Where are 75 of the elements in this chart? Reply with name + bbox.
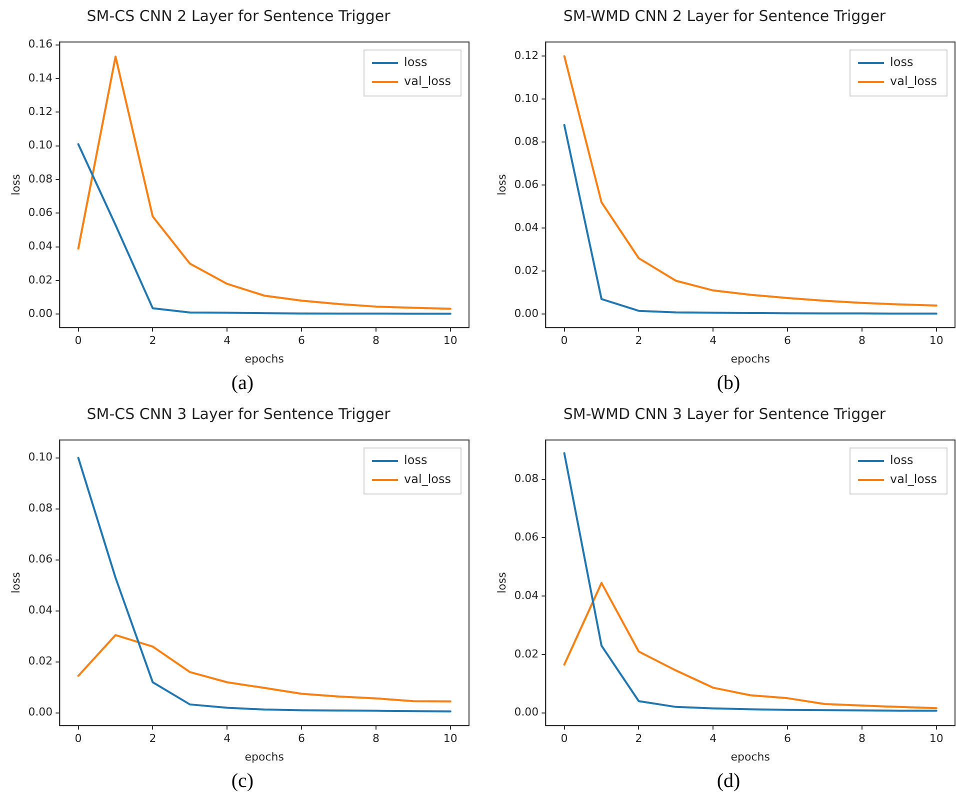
- y-axis-title: loss: [9, 572, 22, 594]
- y-tick-label: 0.04: [28, 240, 53, 253]
- chart-title: SM-WMD CNN 3 Layer for Sentence Trigger: [563, 404, 886, 423]
- y-tick-label: 0.10: [28, 138, 53, 152]
- x-tick-label: 4: [710, 334, 717, 348]
- y-tick-label: 0.04: [514, 588, 539, 602]
- y-tick-label: 0.00: [514, 306, 539, 320]
- x-tick-label: 10: [929, 334, 944, 348]
- text: (b): [716, 371, 742, 396]
- legend-label: loss: [404, 453, 428, 468]
- chart-title: SM-WMD CNN 2 Layer for Sentence Trigger: [563, 6, 886, 25]
- y-tick-label: 0.10: [514, 92, 539, 106]
- y-tick-label: 0.02: [28, 654, 53, 668]
- x-tick-label: 0: [560, 732, 568, 746]
- chart-title: SM-CS CNN 2 Layer for Sentence Trigger: [86, 6, 392, 25]
- legend-label: loss: [890, 55, 914, 70]
- legend-label: val_loss: [404, 74, 451, 88]
- x-tick-label: 6: [784, 334, 792, 348]
- x-tick-label: 2: [635, 732, 642, 746]
- y-tick-label: 0.12: [28, 105, 53, 118]
- legend-label: val_loss: [890, 74, 937, 88]
- x-tick-label: 0: [560, 334, 568, 348]
- x-tick-label: 8: [858, 732, 866, 746]
- x-axis-title: epochs: [244, 352, 284, 366]
- y-tick-label: 0.06: [514, 178, 539, 191]
- x-tick-label: 6: [298, 732, 306, 746]
- y-tick-label: 0.02: [514, 647, 539, 660]
- y-tick-label: 0.08: [28, 502, 53, 515]
- y-tick-label: 0.10: [28, 450, 53, 464]
- y-axis-title: loss: [9, 174, 22, 196]
- x-tick-label: 8: [372, 732, 380, 746]
- x-tick-label: 10: [929, 732, 944, 746]
- text: (d): [716, 769, 742, 794]
- x-tick-label: 6: [784, 732, 792, 746]
- x-tick-label: 4: [224, 334, 231, 348]
- y-tick-label: 0.06: [28, 206, 53, 220]
- x-tick-label: 2: [635, 334, 642, 348]
- y-tick-label: 0.04: [514, 220, 539, 234]
- legend-label: val_loss: [404, 472, 451, 486]
- x-tick-label: 4: [710, 732, 717, 746]
- legend-label: loss: [890, 453, 914, 468]
- legend-label: val_loss: [890, 472, 937, 486]
- chart-title: SM-CS CNN 3 Layer for Sentence Trigger: [86, 404, 392, 423]
- y-tick-label: 0.08: [514, 472, 539, 486]
- x-tick-label: 10: [443, 732, 458, 746]
- x-tick-label: 10: [443, 334, 458, 348]
- y-tick-label: 0.04: [28, 604, 53, 617]
- text: (c): [230, 769, 255, 794]
- x-tick-label: 8: [372, 334, 380, 348]
- x-tick-label: 0: [74, 334, 82, 348]
- x-axis-title: epochs: [244, 750, 284, 764]
- y-tick-label: 0.08: [514, 135, 539, 148]
- y-axis-title: loss: [495, 174, 508, 196]
- x-tick-label: 4: [224, 732, 231, 746]
- x-axis-title: epochs: [730, 750, 770, 764]
- y-tick-label: 0.14: [28, 71, 53, 84]
- y-tick-label: 0.00: [28, 706, 53, 719]
- x-tick-label: 2: [149, 732, 156, 746]
- y-tick-label: 0.06: [28, 552, 53, 566]
- x-tick-label: 6: [298, 334, 306, 348]
- y-axis-title: loss: [495, 572, 508, 594]
- x-tick-label: 0: [74, 732, 82, 746]
- y-tick-label: 0.00: [28, 306, 53, 320]
- legend-label: loss: [404, 55, 428, 70]
- x-tick-label: 8: [858, 334, 866, 348]
- text: (a): [230, 371, 255, 396]
- y-tick-label: 0.12: [514, 49, 539, 62]
- y-tick-label: 0.16: [28, 38, 53, 51]
- x-tick-label: 2: [149, 334, 156, 348]
- x-axis-title: epochs: [730, 352, 770, 366]
- y-tick-label: 0.02: [514, 264, 539, 277]
- y-tick-label: 0.06: [514, 530, 539, 544]
- y-tick-label: 0.08: [28, 172, 53, 186]
- y-tick-label: 0.02: [28, 273, 53, 286]
- y-tick-label: 0.00: [514, 706, 539, 719]
